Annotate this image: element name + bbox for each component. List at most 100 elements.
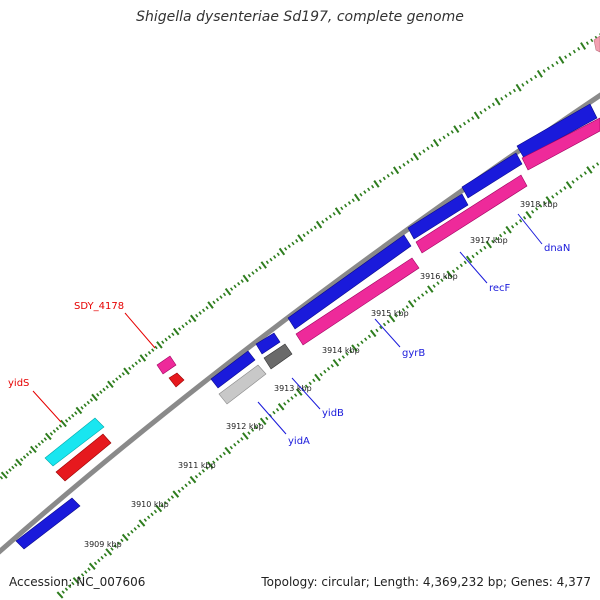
gene-feature-forward[interactable]	[407, 193, 469, 240]
minor-tick	[422, 149, 426, 153]
gene-label-SDY_4178[interactable]: SDY_4178	[74, 301, 124, 312]
gene-feature-yidS[interactable]	[44, 417, 105, 467]
major-tick	[172, 327, 180, 336]
minor-tick	[130, 529, 134, 534]
minor-tick	[450, 130, 454, 134]
minor-tick	[195, 313, 199, 318]
major-tick	[392, 166, 400, 175]
minor-tick	[344, 203, 348, 208]
major-tick	[242, 274, 249, 283]
minor-tick	[378, 179, 382, 183]
minor-tick	[572, 49, 576, 54]
minor-tick	[330, 364, 334, 368]
minor-tick	[110, 547, 114, 551]
minor-tick	[100, 555, 104, 560]
minor-tick	[349, 349, 353, 353]
minor-tick	[143, 518, 147, 522]
minor-tick	[319, 372, 323, 377]
minor-tick	[74, 411, 78, 415]
gene-feature-forward[interactable]	[287, 234, 412, 330]
minor-tick	[529, 77, 533, 82]
minor-tick	[64, 419, 69, 423]
major-tick	[139, 354, 147, 362]
minor-tick	[551, 63, 555, 68]
gene-feature-dnaN[interactable]	[521, 117, 600, 171]
minor-tick	[451, 269, 456, 274]
scale-label: 3911 kbp	[178, 461, 216, 470]
minor-tick	[134, 361, 138, 366]
minor-tick	[251, 271, 255, 275]
minor-tick	[5, 470, 9, 475]
gene-feature-forward[interactable]	[255, 332, 281, 355]
major-tick	[156, 341, 163, 349]
minor-tick	[390, 171, 394, 175]
minor-tick	[512, 88, 516, 93]
major-tick	[536, 69, 543, 78]
minor-tick	[287, 244, 291, 248]
gene-feature-gyrB[interactable]	[295, 257, 420, 346]
minor-tick	[236, 440, 240, 444]
gene-feature-red-small[interactable]	[168, 372, 185, 388]
minor-tick	[89, 398, 94, 402]
minor-tick	[177, 489, 181, 493]
minor-tick	[341, 355, 345, 359]
minor-tick	[247, 273, 251, 278]
gene-feature-red[interactable]	[55, 433, 112, 482]
scale-label: 3916 kbp	[420, 272, 458, 281]
minor-tick	[483, 245, 487, 250]
minor-tick	[455, 266, 460, 271]
minor-tick	[275, 407, 280, 412]
gene-feature-forward[interactable]	[461, 152, 523, 199]
gene-feature-SDY_4178[interactable]	[156, 355, 177, 375]
scale-label: 3914 kbp	[322, 346, 360, 355]
major-tick	[259, 417, 267, 426]
minor-tick	[590, 38, 594, 43]
minor-tick	[543, 201, 547, 205]
gene-feature-partial[interactable]	[593, 35, 600, 53]
gene-feature-forward[interactable]	[516, 103, 598, 159]
minor-tick	[551, 195, 555, 199]
minor-tick	[265, 416, 269, 421]
minor-tick	[229, 445, 233, 450]
minor-tick	[25, 452, 30, 457]
minor-tick	[28, 450, 33, 454]
minor-tick	[487, 105, 491, 109]
minor-tick	[375, 328, 379, 333]
gene-label-yidB[interactable]: yidB	[322, 408, 344, 419]
gene-label-yidA[interactable]: yidA	[288, 436, 310, 447]
minor-tick	[40, 439, 44, 444]
major-tick	[189, 475, 197, 484]
minor-tick	[67, 584, 72, 589]
gene-feature-forward[interactable]	[15, 497, 81, 550]
minor-tick	[379, 325, 383, 330]
minor-tick	[187, 480, 192, 485]
gene-label-recF[interactable]: recF	[489, 283, 511, 294]
gene-feature-forward[interactable]	[210, 350, 256, 389]
minor-tick	[534, 74, 538, 79]
scale-label: 3912 kbp	[226, 422, 264, 431]
inner-tick-track	[56, 162, 600, 599]
minor-tick	[131, 364, 135, 368]
minor-tick	[11, 465, 15, 470]
major-tick	[242, 432, 249, 440]
minor-tick	[583, 171, 587, 175]
major-tick	[369, 329, 377, 338]
minor-tick	[525, 80, 529, 84]
gene-feature-yidA[interactable]	[218, 364, 267, 405]
minor-tick	[198, 472, 202, 476]
gene-label-dnaN[interactable]: dnaN	[544, 243, 570, 254]
minor-tick	[160, 503, 164, 508]
minor-tick	[413, 299, 417, 303]
gene-feature-yidB[interactable]	[263, 343, 293, 370]
minor-tick	[257, 422, 262, 427]
gene-label-gyrB[interactable]: gyrB	[402, 348, 425, 359]
gene-label-yidS[interactable]: yidS	[8, 378, 29, 389]
minor-tick	[67, 416, 72, 420]
minor-tick	[579, 174, 583, 178]
minor-tick	[96, 393, 100, 397]
minor-tick	[276, 252, 280, 257]
gene-feature-recF[interactable]	[415, 174, 528, 254]
minor-tick	[325, 217, 329, 221]
major-tick	[314, 373, 321, 382]
